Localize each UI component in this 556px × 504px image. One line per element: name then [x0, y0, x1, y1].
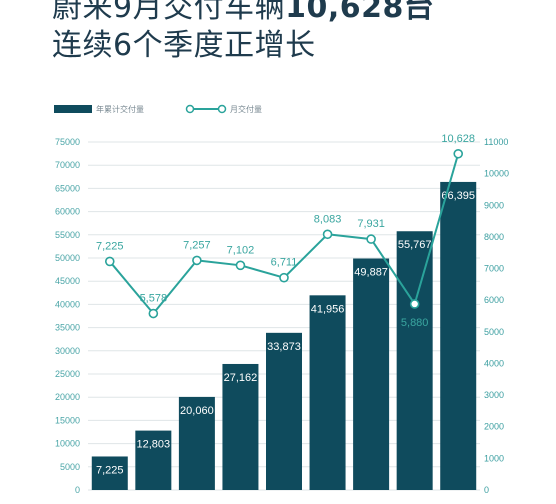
bar-value-label: 55,767: [398, 239, 432, 251]
bar-value-label: 7,225: [96, 464, 124, 476]
y-left-tick-label: 70000: [55, 160, 80, 170]
bar-value-label: 20,060: [180, 405, 214, 417]
legend-bar-label: 年累计交付量: [96, 104, 144, 114]
bar-value-label: 49,887: [354, 267, 388, 279]
bar-value-label: 12,803: [137, 439, 171, 451]
y-right-tick-label: 6000: [484, 295, 504, 305]
y-right-tick-label: 9000: [484, 200, 504, 210]
y-right-tick-label: 2000: [484, 422, 504, 432]
line-point-4: [235, 260, 246, 271]
line-point-5: [279, 272, 289, 283]
bar-8: [396, 231, 433, 490]
bar-value-label: 66,395: [441, 190, 475, 202]
y-right-tick-label: 7000: [484, 264, 504, 274]
y-left-tick-label: 65000: [55, 183, 80, 193]
bar-3: [178, 396, 215, 490]
y-right-tick-label: 10000: [484, 169, 509, 179]
line-value-label: 10,628: [441, 133, 475, 145]
line-point-8: [409, 299, 420, 309]
y-left-tick-label: 35000: [55, 323, 80, 333]
line-point-7: [366, 234, 376, 244]
y-left-tick-label: 15000: [55, 415, 80, 425]
line-value-label: 7,225: [96, 240, 124, 252]
line-value-label: 5,578: [140, 293, 168, 305]
legend-line-label: 月交付量: [230, 104, 262, 114]
y-left-tick-label: 5000: [60, 462, 80, 472]
line-value-label: 7,931: [357, 218, 385, 230]
y-left-tick-label: 55000: [55, 230, 80, 240]
y-right-tick-label: 11000: [484, 137, 508, 147]
bar-value-label: 33,873: [267, 341, 301, 353]
legend-bar-swatch: [54, 105, 92, 113]
line-value-label: 7,102: [227, 244, 255, 256]
y-right-tick-label: 8000: [484, 232, 504, 242]
line-value-label: 5,880: [401, 317, 429, 329]
y-right-tick-label: 5000: [484, 327, 504, 337]
y-right-tick-label: 1000: [484, 453, 504, 463]
y-left-tick-label: 75000: [55, 137, 80, 147]
y-right-tick-label: 0: [484, 485, 489, 495]
line-point-9: [453, 148, 464, 159]
y-right-tick-label: 3000: [484, 390, 504, 400]
y-left-tick-label: 60000: [55, 207, 80, 217]
legend-line-marker: [185, 104, 195, 114]
line-point-1: [104, 256, 115, 267]
line-point-2: [148, 308, 159, 319]
bar-9: [440, 181, 477, 491]
legend-line-marker: [217, 104, 227, 114]
headline-line2: 连续6个季度正增长: [52, 28, 316, 63]
y-left-tick-label: 30000: [55, 346, 80, 356]
line-value-label: 6,711: [271, 257, 298, 269]
y-left-tick-label: 10000: [55, 439, 80, 449]
line-value-label: 7,257: [183, 239, 211, 251]
headline-line1: 蔚来9月交付车辆10,628台: [52, 0, 434, 26]
y-right-tick-label: 4000: [484, 358, 504, 368]
line-point-3: [192, 255, 202, 266]
bar-6: [309, 295, 346, 490]
y-left-tick-label: 20000: [55, 392, 80, 402]
bar-4: [222, 363, 259, 490]
line-point-6: [322, 229, 333, 240]
bar-7: [353, 258, 390, 490]
y-left-tick-label: 45000: [55, 276, 80, 286]
line-value-label: 8,083: [314, 213, 342, 225]
bar-1: [91, 456, 128, 490]
y-left-tick-label: 0: [75, 485, 80, 495]
headline-prefix: 蔚来9月交付车辆: [52, 0, 286, 25]
bar-value-label: 27,162: [224, 372, 258, 384]
bar-2: [135, 430, 172, 490]
bar-5: [266, 332, 302, 490]
y-left-tick-label: 50000: [55, 253, 80, 263]
bar-value-label: 41,956: [311, 303, 345, 315]
y-left-tick-label: 25000: [55, 369, 80, 379]
headline-highlight: 10,628台: [285, 0, 435, 25]
y-left-tick-label: 40000: [55, 299, 80, 309]
